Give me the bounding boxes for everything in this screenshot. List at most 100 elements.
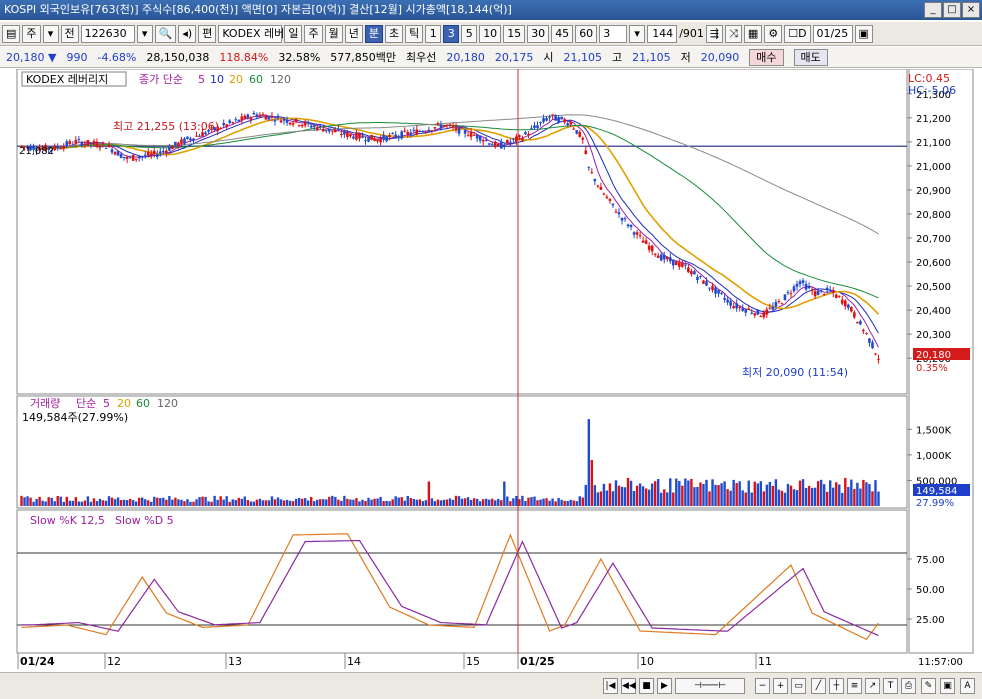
candle-body xyxy=(605,196,609,199)
volume-bar xyxy=(243,496,247,506)
price-change: 990 xyxy=(66,50,88,64)
arrow-icon[interactable]: ↗ xyxy=(865,678,880,694)
gear-icon[interactable]: ⚙ xyxy=(764,24,783,43)
market-select[interactable]: 주 xyxy=(22,24,41,43)
period-tick[interactable]: 틱 xyxy=(405,24,424,43)
code-dropdown-icon[interactable]: ▾ xyxy=(136,24,153,43)
candle-body xyxy=(711,286,714,291)
volume-bar xyxy=(388,501,391,506)
print-icon[interactable]: ⎙ xyxy=(901,678,916,694)
candle-body xyxy=(77,139,81,141)
maximize-button[interactable]: □ xyxy=(943,2,961,18)
candle-body xyxy=(406,131,410,135)
search-icon[interactable]: 🔍 xyxy=(154,24,177,43)
stop-button[interactable]: ■ xyxy=(639,678,654,694)
volume-legend-name: 거래량 xyxy=(30,397,60,410)
calendar-icon[interactable]: ▣ xyxy=(854,24,873,43)
bottom-control-bar: |◀ ◀◀ ■ ▶ ⊣───⊢ − + ▭ ╱ ┼ ≡ ↗ T ⎙ ✎ ▣ A xyxy=(0,672,982,699)
volume-bar xyxy=(231,499,234,506)
chart-area[interactable]: 21,300 21,200 21,100 21,000 20,900 20,800 20,7… xyxy=(0,68,982,699)
chart-svg[interactable]: 21,300 21,200 21,100 21,000 20,900 20,800 20,7… xyxy=(0,68,982,672)
play-button[interactable]: ▶ xyxy=(657,678,672,694)
volume-bar xyxy=(110,497,114,506)
prev-button[interactable]: 전 xyxy=(60,24,79,43)
volume-bar xyxy=(300,498,304,506)
period-minute[interactable]: 분 xyxy=(364,24,383,43)
interval-45[interactable]: 45 xyxy=(551,24,574,43)
volume-bar xyxy=(518,499,521,506)
list-icon[interactable]: ▤ xyxy=(2,24,21,43)
period-month[interactable]: 월 xyxy=(324,24,343,43)
candle-body xyxy=(789,293,793,295)
buy-button[interactable]: 매수 xyxy=(749,48,784,66)
candle-body xyxy=(276,115,280,117)
scroll-prev-button[interactable]: ◀◀ xyxy=(621,678,636,694)
zoom-slider[interactable]: ⊣───⊢ xyxy=(675,678,745,694)
fit-icon[interactable]: ▭ xyxy=(791,678,806,694)
indicator-icon[interactable]: ⤨ xyxy=(725,24,742,43)
save-icon[interactable]: ▣ xyxy=(940,678,955,694)
interval-15[interactable]: 15 xyxy=(503,24,526,43)
stoch-legend-d: Slow %D 5 xyxy=(115,514,174,527)
minimize-button[interactable]: _ xyxy=(924,2,942,18)
interval-1[interactable]: 1 xyxy=(425,24,442,43)
drawing-tools-icon[interactable]: ⇶ xyxy=(705,24,724,43)
volume-bar xyxy=(638,483,642,506)
volume-bar xyxy=(792,489,796,506)
volume-bar xyxy=(527,497,530,506)
eraser-icon[interactable]: ✎ xyxy=(921,678,936,694)
candle-body xyxy=(705,281,708,286)
interval-10[interactable]: 10 xyxy=(479,24,502,43)
candle-body xyxy=(309,125,313,128)
checkbox-d[interactable]: ☐D xyxy=(784,24,811,43)
volume-bar xyxy=(521,495,524,506)
interval-dropdown-icon[interactable]: ▾ xyxy=(629,24,646,43)
interval-30[interactable]: 30 xyxy=(527,24,550,43)
interval-5[interactable]: 5 xyxy=(461,24,478,43)
volume-bar xyxy=(313,501,316,506)
period-week[interactable]: 주 xyxy=(304,24,323,43)
dropdown-icon[interactable]: ▾ xyxy=(42,24,59,43)
candle-body xyxy=(216,126,219,131)
period-year[interactable]: 년 xyxy=(344,24,363,43)
scroll-first-button[interactable]: |◀ xyxy=(603,678,618,694)
candle-body xyxy=(786,292,790,294)
grid-icon[interactable]: ▦ xyxy=(743,24,763,43)
volume-bar xyxy=(494,500,497,506)
cross-icon[interactable]: ┼ xyxy=(829,678,844,694)
text-tool-icon[interactable]: T xyxy=(883,678,898,694)
fibo-icon[interactable]: ≡ xyxy=(847,678,862,694)
candle-body xyxy=(297,125,301,127)
volume-bar xyxy=(774,479,778,506)
zoom-out-icon[interactable]: − xyxy=(755,678,770,694)
candle-body xyxy=(95,142,99,148)
close-button[interactable]: × xyxy=(962,2,980,18)
trendline-icon[interactable]: ╱ xyxy=(811,678,826,694)
sell-button[interactable]: 매도 xyxy=(793,48,828,66)
candle-body xyxy=(86,140,90,145)
code-input[interactable]: 122630 xyxy=(80,24,135,43)
time-axis-label: 10 xyxy=(640,655,654,668)
candle-body xyxy=(189,138,192,141)
candle-body xyxy=(249,117,253,120)
volume-bar xyxy=(684,478,687,506)
period-day[interactable]: 일 xyxy=(284,24,303,43)
candle-body xyxy=(499,142,503,149)
count-input[interactable]: 144 xyxy=(647,24,678,43)
interval-input[interactable]: 3 xyxy=(599,24,628,43)
volume-bar xyxy=(457,496,461,506)
font-icon[interactable]: A xyxy=(960,678,975,694)
zoom-in-icon[interactable]: + xyxy=(773,678,788,694)
volume-bar xyxy=(813,487,817,506)
period-second[interactable]: 초 xyxy=(384,24,404,43)
interval-60[interactable]: 60 xyxy=(575,24,598,43)
volume-bar xyxy=(726,489,729,506)
candle-body xyxy=(617,212,621,215)
volume-bar xyxy=(346,498,349,506)
candle-body xyxy=(509,141,512,143)
candle-body xyxy=(659,254,663,261)
candle-body xyxy=(744,309,748,313)
interval-3[interactable]: 3 xyxy=(443,24,460,43)
sound-icon[interactable]: ◂) xyxy=(178,24,197,43)
date-input[interactable]: 01/25 xyxy=(812,24,853,43)
